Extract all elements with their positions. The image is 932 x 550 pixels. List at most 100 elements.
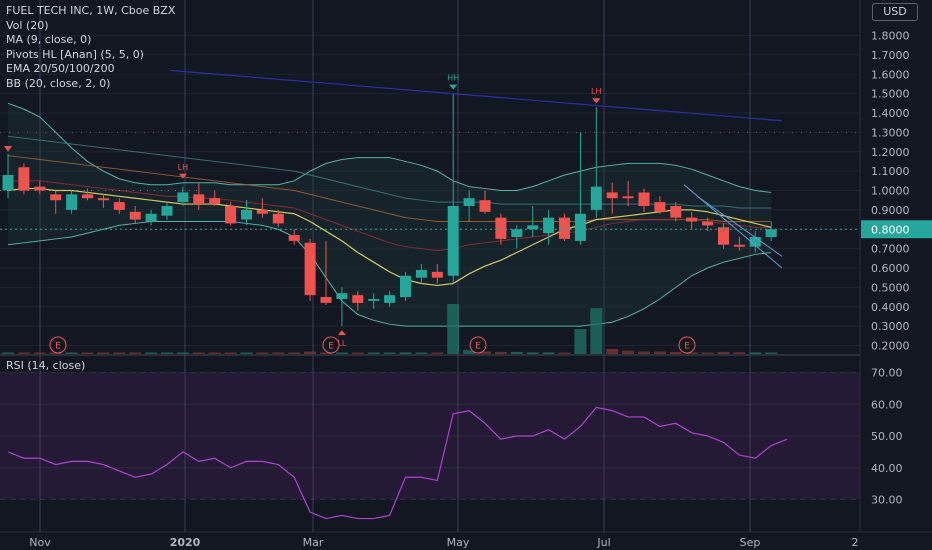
legend-symbol[interactable]: FUEL TECH INC, 1W, Cboe BZX [6, 4, 176, 17]
volume-bar [129, 352, 142, 354]
rsi-tick-label: 40.00 [871, 462, 903, 475]
volume-bar [335, 352, 348, 354]
candle-body [638, 192, 650, 206]
pivot-label: LH [591, 87, 601, 96]
volume-bar [192, 352, 205, 354]
candle-body [574, 213, 586, 241]
price-tick-label: 1.8000 [871, 30, 910, 43]
candle-body [352, 295, 364, 303]
volume-bar [208, 352, 221, 354]
long-trendline [169, 69, 783, 122]
earnings-marker [469, 336, 487, 354]
rsi-line [7, 406, 788, 520]
volume-bar [463, 350, 476, 354]
candle-body [702, 221, 714, 226]
volume-bar [733, 352, 746, 354]
earnings-marker [49, 336, 67, 354]
candle-body [447, 206, 459, 276]
earnings-marker [322, 336, 340, 354]
volume-bars [2, 304, 778, 354]
candle-body [686, 217, 698, 222]
time-tick-label: May [447, 536, 470, 549]
price-tick-label: 1.0000 [871, 185, 910, 198]
candle-body [543, 217, 555, 234]
price-tick-label: 1.2000 [871, 146, 910, 159]
volume-bar [479, 351, 491, 354]
volume-bar [304, 351, 317, 354]
legend-ema[interactable]: EMA 20/50/100/200 [6, 62, 115, 75]
pivot-marker [4, 145, 12, 152]
price-tick-label: 0.5000 [871, 281, 910, 294]
time-axis[interactable]: Nov 2020 Mar May Jul Sep 2 [29, 536, 858, 549]
price-tick-label: 1.6000 [871, 68, 910, 81]
volume-bar [272, 352, 285, 354]
candle-body [606, 192, 618, 199]
volume-bar [113, 352, 126, 354]
volume-bar [383, 352, 396, 354]
candle-body [479, 200, 491, 212]
price-tick-label: 1.4000 [871, 107, 910, 120]
candle-body [34, 186, 46, 191]
candle-body [113, 202, 125, 210]
price-tick-label: 1.5000 [871, 88, 910, 101]
volume-bar [97, 352, 110, 354]
candle-body [368, 299, 380, 301]
volume-bar [17, 352, 30, 354]
legend-ma[interactable]: MA (9, close, 0) [6, 33, 92, 46]
volume-bar [367, 352, 380, 354]
time-tick-label: Sep [740, 536, 761, 549]
price-tick-label: 0.2000 [871, 340, 910, 353]
candle-body [18, 167, 30, 191]
rsi-legend[interactable]: RSI (14, close) [6, 359, 86, 372]
volume-bar [765, 352, 778, 354]
candle-body [765, 229, 777, 237]
volume-bar [574, 329, 587, 354]
candle-body [50, 194, 62, 201]
volume-bar [81, 352, 94, 354]
price-axis[interactable]: 1.8000 1.7000 1.6000 1.5000 1.4000 1.3000 1.20… [861, 30, 932, 507]
candle-body [272, 213, 284, 224]
candle-body [336, 293, 348, 299]
pivot-marker [592, 98, 601, 104]
candle-body [129, 211, 141, 220]
volume-bar [176, 352, 189, 354]
volume-bar [653, 351, 666, 354]
candle-body [145, 213, 157, 222]
legend-volume[interactable]: Vol (20) [6, 18, 49, 32]
ema20-line [8, 180, 772, 252]
candle-body [495, 217, 507, 239]
candle-body [384, 295, 396, 303]
volume-bar [33, 352, 46, 354]
volume-bar [431, 352, 444, 354]
volume-bar [638, 351, 650, 354]
time-tick-label: Mar [303, 536, 324, 549]
volume-bar [494, 351, 507, 354]
legend-pivots[interactable]: Pivots HL [Anan] (5, 5, 0) [6, 47, 144, 61]
legend-bb[interactable]: BB (20, close, 2, 0) [6, 76, 111, 90]
candlesticks [2, 93, 777, 327]
candle-body [431, 271, 443, 278]
candle-body [559, 217, 570, 239]
earnings-label: E [475, 342, 481, 352]
candle-body [161, 206, 173, 216]
price-tick-label: 0.3000 [871, 320, 910, 333]
candle-body [622, 196, 634, 199]
volume-bar [288, 352, 301, 354]
currency-button[interactable]: USD [872, 3, 918, 21]
rsi-tick-label: 50.00 [871, 430, 903, 443]
price-tick-label: 0.9000 [871, 204, 910, 217]
candle-body [527, 225, 539, 230]
volume-bar [161, 352, 173, 354]
volume-bar [685, 352, 698, 354]
earnings-marker [678, 336, 696, 354]
candle-body [749, 237, 761, 247]
volume-bar [415, 352, 428, 354]
earnings-label: E [328, 342, 334, 352]
price-tick-label: 1.3000 [871, 126, 910, 139]
candle-body [2, 175, 14, 191]
candle-body [304, 242, 316, 296]
chart-legend: FUEL TECH INC, 1W, Cboe BZX Vol (20) MA … [6, 4, 175, 91]
volume-bar [49, 352, 62, 354]
candle-body [511, 229, 523, 237]
